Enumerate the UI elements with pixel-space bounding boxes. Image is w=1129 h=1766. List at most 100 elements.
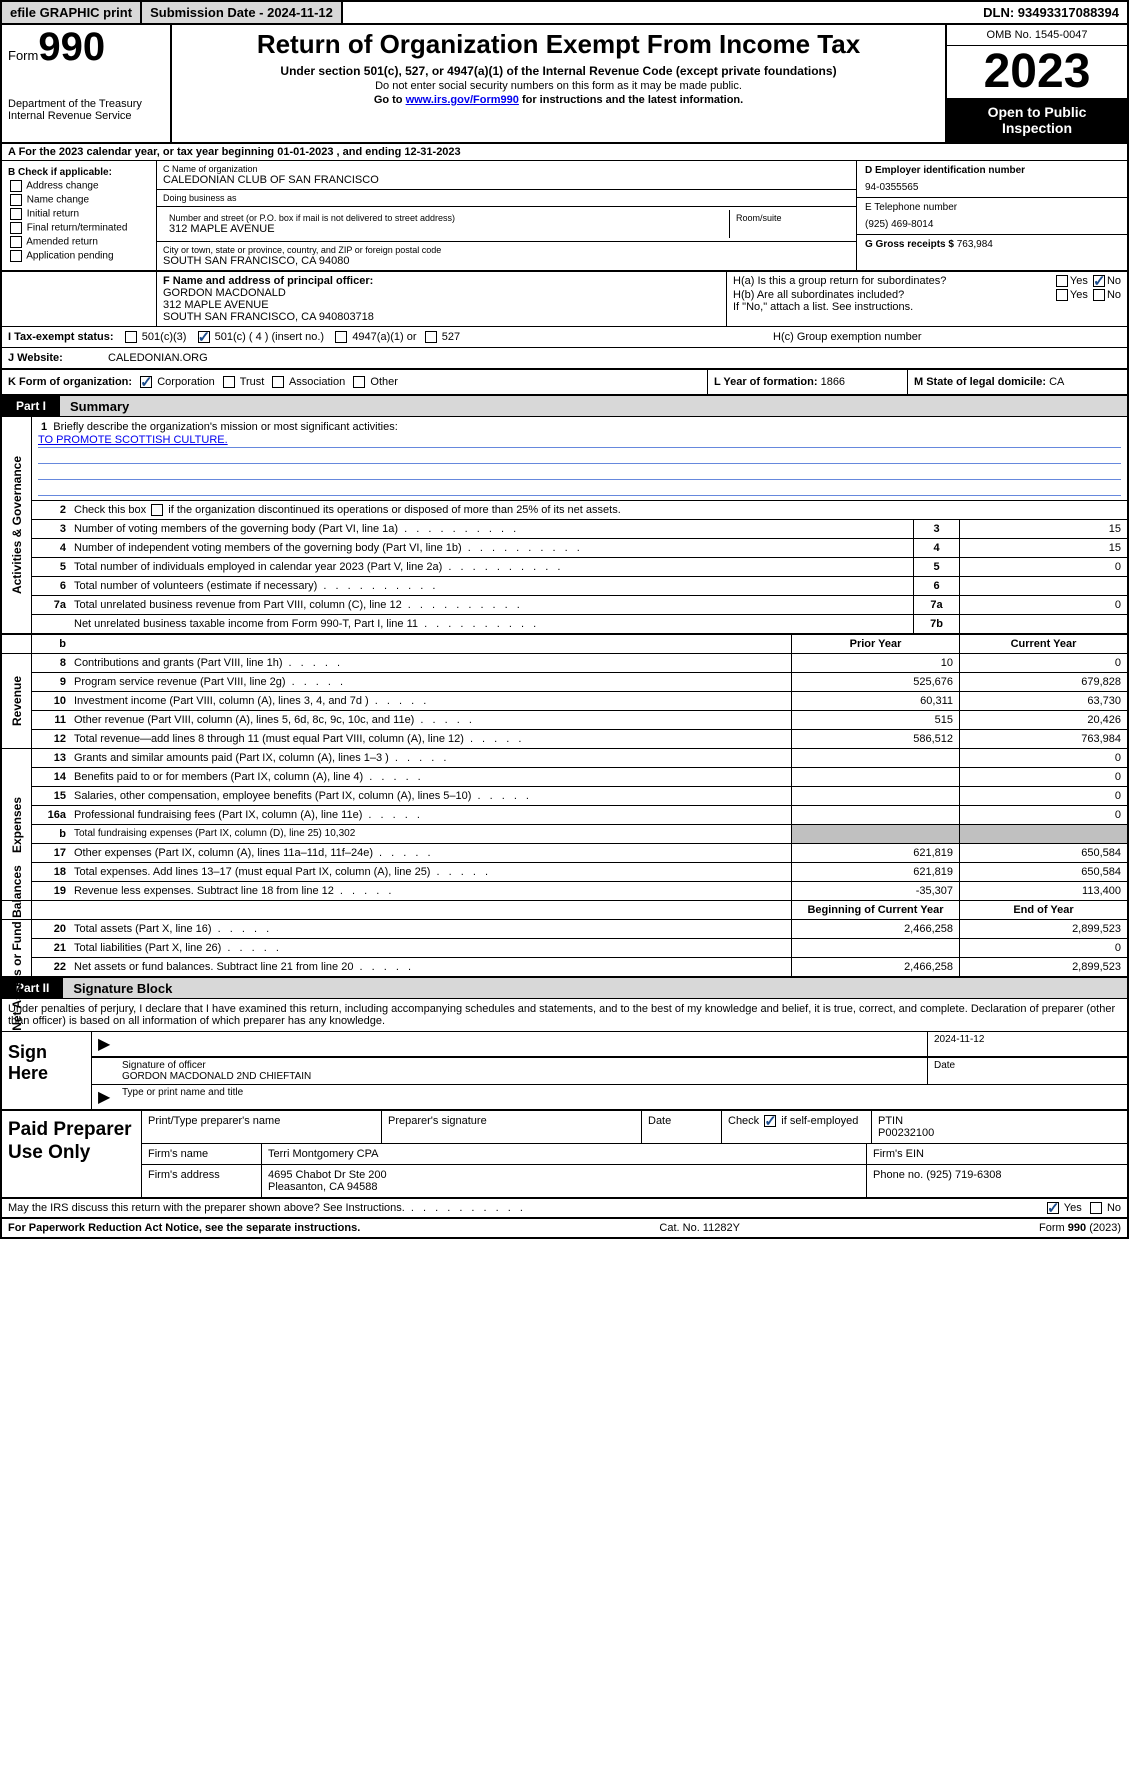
line-text: Number of voting members of the governin… xyxy=(70,520,913,538)
sidelabel-governance: Activities & Governance xyxy=(2,417,32,633)
ssn-note: Do not enter social security numbers on … xyxy=(180,80,937,92)
officer-label: F Name and address of principal officer: xyxy=(163,275,720,287)
line-text: Number of independent voting members of … xyxy=(70,539,913,557)
box-deg: D Employer identification number 94-0355… xyxy=(857,161,1127,270)
ptin-value: P00232100 xyxy=(878,1127,934,1139)
line-a-prefix: A For the 2023 calendar year, or tax yea… xyxy=(8,146,277,158)
row-b-header: b Prior Year Current Year xyxy=(2,634,1127,654)
checkbox-other[interactable] xyxy=(353,376,365,388)
form-org-label: K Form of organization: xyxy=(8,376,132,388)
row-klm: K Form of organization: Corporation Trus… xyxy=(2,370,1127,396)
website-label: J Website: xyxy=(2,348,102,368)
current-value: 650,584 xyxy=(959,844,1127,862)
checkbox-initial-return[interactable] xyxy=(10,208,22,220)
cat-no: Cat. No. 11282Y xyxy=(360,1222,1039,1234)
phone-value: (925) 469-8014 xyxy=(865,219,1119,230)
checkbox-self-employed[interactable] xyxy=(764,1115,776,1127)
checkbox-amended[interactable] xyxy=(10,236,22,248)
line-text: Other revenue (Part VIII, column (A), li… xyxy=(70,711,791,729)
street-value: 312 MAPLE AVENUE xyxy=(169,223,723,235)
sig-officer-label: Signature of officer xyxy=(122,1060,921,1071)
prior-value: 621,819 xyxy=(791,844,959,862)
box-b-label: B Check if applicable: xyxy=(8,167,150,178)
line-value xyxy=(959,577,1127,595)
row-na-header: Beginning of Current Year End of Year xyxy=(2,901,1127,920)
form-prefix: Form xyxy=(8,48,38,63)
form-page: Form990 Department of the Treasury Inter… xyxy=(0,25,1129,1239)
line-text: Professional fundraising fees (Part IX, … xyxy=(70,806,791,824)
checkbox-app-pending[interactable] xyxy=(10,250,22,262)
line-text: Benefits paid to or for members (Part IX… xyxy=(70,768,791,786)
line-num: 13 xyxy=(32,749,70,767)
checkbox-501c[interactable] xyxy=(198,331,210,343)
checkbox-address-change[interactable] xyxy=(10,180,22,192)
box-b-item: Final return/terminated xyxy=(27,223,128,234)
col-prior: Prior Year xyxy=(791,635,959,653)
line-num: 10 xyxy=(32,692,70,710)
arrow-icon: ▶ xyxy=(92,1085,116,1109)
checkbox-corp[interactable] xyxy=(140,376,152,388)
mission-text[interactable]: TO PROMOTE SCOTTISH CULTURE. xyxy=(38,434,228,446)
fin-line: 21Total liabilities (Part X, line 26)0 xyxy=(32,939,1127,958)
prior-value xyxy=(791,749,959,767)
domicile-value: CA xyxy=(1049,376,1064,388)
line-box: 4 xyxy=(913,539,959,557)
checkbox-assoc[interactable] xyxy=(272,376,284,388)
col-current: Current Year xyxy=(959,635,1127,653)
col-end: End of Year xyxy=(959,901,1127,919)
firm-name-label: Firm's name xyxy=(142,1144,262,1164)
yes-label: Yes xyxy=(1070,275,1088,287)
prep-sig-label: Preparer's signature xyxy=(382,1111,642,1143)
prep-phone-label: Phone no. xyxy=(873,1169,923,1181)
section-revenue: Revenue 8Contributions and grants (Part … xyxy=(2,654,1127,749)
goto-prefix: Go to xyxy=(374,94,406,106)
line-num: 18 xyxy=(32,863,70,881)
firm-addr2: Pleasanton, CA 94588 xyxy=(268,1181,860,1193)
checkbox-4947[interactable] xyxy=(335,331,347,343)
line-num: 4 xyxy=(32,539,70,557)
fin-line: 14Benefits paid to or for members (Part … xyxy=(32,768,1127,787)
checkbox-501c3[interactable] xyxy=(125,331,137,343)
declaration-text: Under penalties of perjury, I declare th… xyxy=(2,999,1127,1032)
line-text: Grants and similar amounts paid (Part IX… xyxy=(70,749,791,767)
city-value: SOUTH SAN FRANCISCO, CA 94080 xyxy=(163,255,850,267)
form-number: 990 xyxy=(38,25,105,69)
line-text: Contributions and grants (Part VIII, lin… xyxy=(70,654,791,672)
checkbox-ha-yes[interactable] xyxy=(1056,275,1068,287)
gross-label: G Gross receipts $ xyxy=(865,239,954,250)
checkbox-hb-no[interactable] xyxy=(1093,289,1105,301)
checkbox-hb-yes[interactable] xyxy=(1056,289,1068,301)
prior-value xyxy=(791,787,959,805)
prior-value: 60,311 xyxy=(791,692,959,710)
sidelabel-revenue: Revenue xyxy=(2,654,32,748)
dln-label: DLN: 93493317088394 xyxy=(975,2,1127,23)
header-left: Form990 Department of the Treasury Inter… xyxy=(2,25,172,142)
current-value: 20,426 xyxy=(959,711,1127,729)
fin-line: 10Investment income (Part VIII, column (… xyxy=(32,692,1127,711)
current-value: 763,984 xyxy=(959,730,1127,748)
irs-link[interactable]: www.irs.gov/Form990 xyxy=(406,94,519,106)
checkbox-final-return[interactable] xyxy=(10,222,22,234)
checkbox-discuss-no[interactable] xyxy=(1090,1202,1102,1214)
checkbox-name-change[interactable] xyxy=(10,194,22,206)
officer-name: GORDON MACDONALD xyxy=(163,287,720,299)
checkbox-discuss-yes[interactable] xyxy=(1047,1202,1059,1214)
ein-value: 94-0355565 xyxy=(865,182,1119,193)
checkbox-discontinued[interactable] xyxy=(151,504,163,516)
current-value xyxy=(959,825,1127,843)
efile-print-button[interactable]: efile GRAPHIC print xyxy=(2,2,142,23)
prior-value xyxy=(791,806,959,824)
date-label: Date xyxy=(927,1058,1127,1084)
opt-trust: Trust xyxy=(240,376,265,388)
line-num: 11 xyxy=(32,711,70,729)
line-box: 3 xyxy=(913,520,959,538)
box-b-item: Name change xyxy=(27,195,89,206)
row-i: I Tax-exempt status: 501(c)(3) 501(c) ( … xyxy=(2,327,1127,348)
checkbox-trust[interactable] xyxy=(223,376,235,388)
form-title: Return of Organization Exempt From Incom… xyxy=(180,29,937,60)
current-value: 2,899,523 xyxy=(959,958,1127,976)
prior-value: 2,466,258 xyxy=(791,958,959,976)
line-num: 16a xyxy=(32,806,70,824)
checkbox-527[interactable] xyxy=(425,331,437,343)
checkbox-ha-no[interactable] xyxy=(1093,275,1105,287)
